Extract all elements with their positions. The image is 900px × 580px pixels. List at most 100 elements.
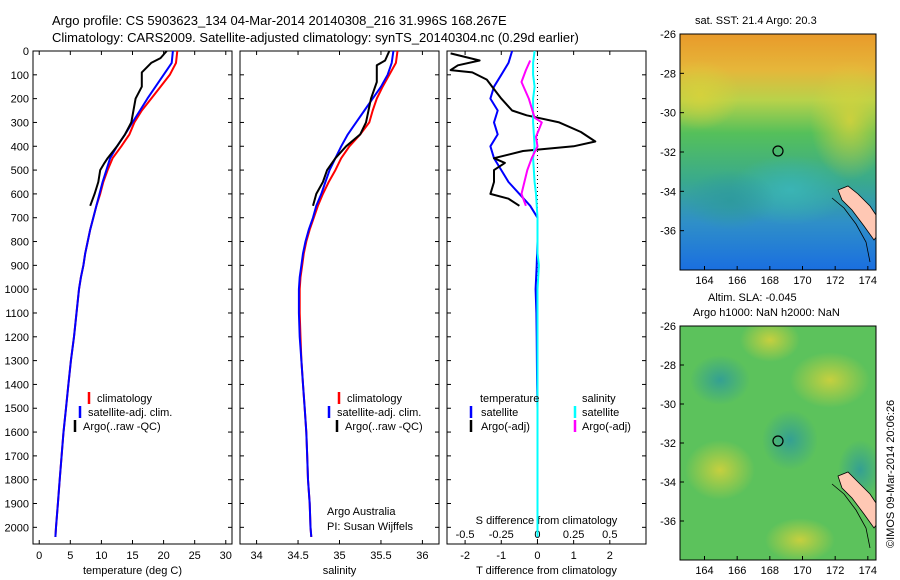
sst-map-ticks: 164 166 168 170 172 174 -26 -28 -30 -32 -34 -36 — [660, 29, 877, 287]
map-lon-label: 172 — [826, 565, 844, 577]
series-line — [489, 50, 539, 537]
sla-low-patch — [762, 410, 818, 470]
sla-high-patch — [685, 440, 755, 500]
diff-legend-label-sal-argo: Argo(-adj) — [582, 421, 631, 433]
legend-label-argo: Argo(..raw -QC) — [83, 421, 161, 433]
map-lon-label: 170 — [793, 275, 811, 287]
depth-tick-label: 1700 — [5, 451, 29, 463]
sla-high-patch — [790, 352, 870, 408]
legend-label-argo: Argo(..raw -QC) — [345, 421, 423, 433]
salinity-legend: climatology satellite-adj. clim. Argo(..… — [327, 392, 423, 533]
x-tick-label: 15 — [126, 550, 138, 562]
header-title-line1: Argo profile: CS 5903623_134 04-Mar-2014… — [52, 13, 507, 28]
depth-tick-label: 100 — [11, 70, 29, 82]
temperature-panel: 0 5 10 15 20 25 30 temperature (deg C) — [33, 50, 232, 577]
depth-tick-label: 500 — [11, 165, 29, 177]
x-tick-label: 1 — [571, 550, 577, 562]
x-axis-label: T difference from climatology — [476, 565, 617, 577]
x-tick-label: 35 — [333, 550, 345, 562]
x-tick-label: 30 — [220, 550, 232, 562]
x-tick-label: -2 — [460, 550, 470, 562]
map-lat-label: -26 — [660, 321, 676, 333]
x-tick-label: -1 — [496, 550, 506, 562]
depth-tick-label: 1200 — [5, 332, 29, 344]
island-outline — [831, 483, 871, 549]
credit-argo-australia: Argo Australia — [327, 506, 396, 518]
sst-warm-patch — [810, 60, 876, 180]
series-line — [54, 50, 179, 537]
legend-label-climatology: climatology — [97, 393, 153, 405]
depth-tick-label: 900 — [11, 260, 29, 272]
legend-label-climatology: climatology — [347, 393, 403, 405]
diff-legend-label-temp-argo: Argo(-adj) — [481, 421, 530, 433]
map-lat-label: -30 — [660, 399, 676, 411]
land-new-caledonia — [837, 471, 876, 529]
series-line — [298, 50, 399, 537]
side-timestamp: ©IMOS 09-Mar-2014 20:06:26 — [885, 400, 897, 548]
map-lon-label: 166 — [728, 275, 746, 287]
series-line — [520, 60, 543, 207]
map-lon-label: 174 — [859, 275, 877, 287]
x-tick-label: 20 — [157, 550, 169, 562]
salinity-difference-tick-label: 0.25 — [563, 529, 584, 541]
sst-map-title: sat. SST: 21.4 Argo: 20.3 — [695, 15, 817, 27]
diff-legend-salinity-heading: salinity — [582, 393, 616, 405]
depth-tick-label: 400 — [11, 141, 29, 153]
x-axis-label: temperature (deg C) — [83, 565, 182, 577]
map-lon-label: 164 — [695, 275, 713, 287]
series-line — [89, 50, 168, 207]
map-lon-label: 172 — [826, 275, 844, 287]
depth-axis-ticks: 0 100 200 300 400 500 600 700 800 900 1000 1100 1200… — [5, 46, 29, 534]
sst-cool-patch — [685, 170, 775, 230]
salinity-difference-tick-label: -0.25 — [489, 529, 514, 541]
legend-label-satellite: satellite-adj. clim. — [337, 407, 421, 419]
depth-tick-label: 1100 — [5, 308, 29, 320]
depth-tick-label: 300 — [11, 117, 29, 129]
series-line — [54, 50, 174, 537]
map-lat-label: -32 — [660, 147, 676, 159]
map-lon-label: 170 — [793, 565, 811, 577]
depth-tick-label: 1800 — [5, 475, 29, 487]
sst-warm-patch — [680, 60, 740, 130]
sla-low-patch — [690, 355, 750, 405]
map-lon-label: 174 — [859, 565, 877, 577]
salinity-panel: 34 34.5 35 35.5 36 salinity — [240, 50, 439, 577]
map-lon-label: 164 — [695, 565, 713, 577]
x-tick-label: 34 — [250, 550, 262, 562]
difference-panel: -2 -1 0 1 2 T difference from climatology S di… — [447, 50, 646, 577]
sla-argo-marker — [772, 435, 784, 447]
x-tick-label: 10 — [95, 550, 107, 562]
salinity-difference-tick-label: 0.5 — [602, 529, 617, 541]
series-line — [297, 50, 395, 537]
x-axis-label: salinity — [323, 565, 357, 577]
depth-tick-label: 1900 — [5, 499, 29, 511]
depth-tick-label: 200 — [11, 94, 29, 106]
difference-legend: temperature satellite Argo(-adj) salinit… — [469, 393, 631, 433]
sst-map — [680, 34, 876, 270]
map-lon-label: 166 — [728, 565, 746, 577]
map-lon-label: 168 — [761, 565, 779, 577]
depth-tick-label: 800 — [11, 237, 29, 249]
x-tick-label: 35.5 — [370, 550, 391, 562]
x-tick-label: 2 — [607, 550, 613, 562]
temperature-legend: climatology satellite-adj. clim. Argo(..… — [73, 392, 172, 433]
diff-legend-label-temp-satellite: satellite — [481, 407, 518, 419]
sla-high-patch — [740, 326, 800, 362]
series-line — [532, 50, 540, 537]
legend-label-satellite: satellite-adj. clim. — [88, 407, 172, 419]
depth-tick-label: 1300 — [5, 356, 29, 368]
land-new-caledonia — [837, 185, 876, 241]
diff-legend-temperature-heading: temperature — [480, 393, 539, 405]
sla-map-title-line2: Argo h1000: NaN h2000: NaN — [693, 307, 840, 319]
x-tick-label: 34.5 — [287, 550, 308, 562]
sla-map — [680, 326, 876, 560]
depth-tick-label: 0 — [23, 46, 29, 58]
sst-argo-marker — [772, 145, 784, 157]
map-lat-label: -34 — [660, 186, 676, 198]
diff-legend-label-sal-satellite: satellite — [582, 407, 619, 419]
depth-tick-label: 2000 — [5, 522, 29, 534]
difference-panel-frame — [446, 50, 647, 545]
series-line — [312, 50, 391, 207]
salinity-difference-axis-label: S difference from climatology — [476, 515, 618, 527]
